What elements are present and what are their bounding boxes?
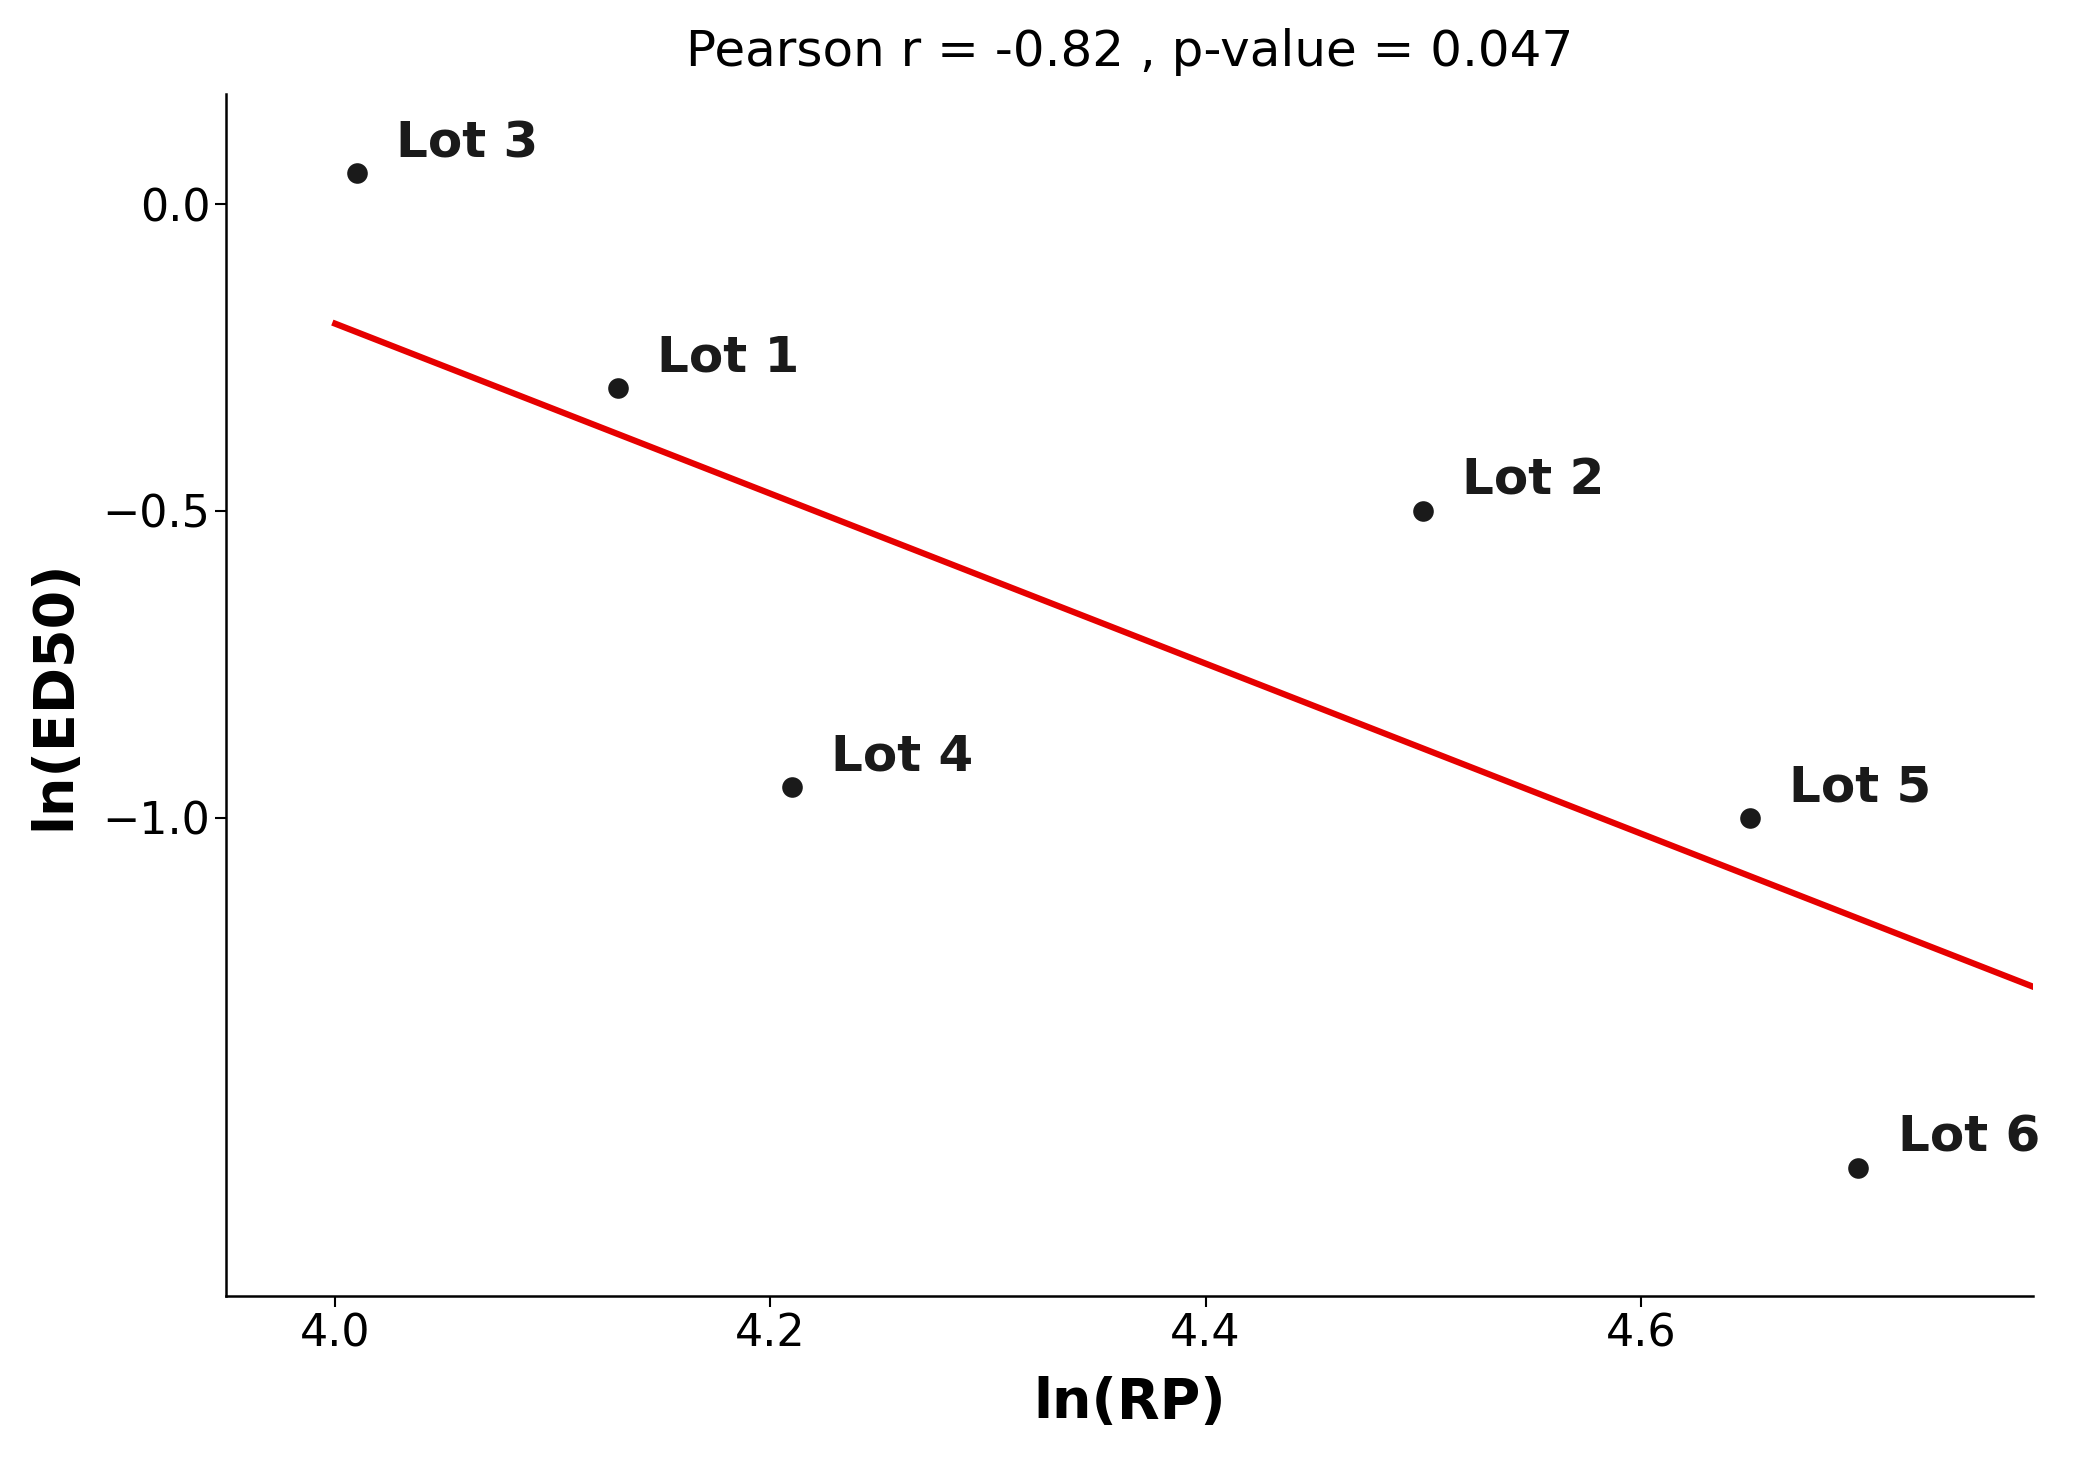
X-axis label: ln(RP): ln(RP) [1033, 1376, 1226, 1430]
Text: Lot 6: Lot 6 [1897, 1114, 2040, 1162]
Title: Pearson r = -0.82 , p-value = 0.047: Pearson r = -0.82 , p-value = 0.047 [685, 28, 1574, 76]
Point [339, 162, 373, 185]
Text: Lot 2: Lot 2 [1462, 456, 1605, 504]
Text: Lot 1: Lot 1 [658, 334, 799, 382]
Point [777, 776, 810, 799]
Point [1407, 499, 1441, 522]
Y-axis label: ln(ED50): ln(ED50) [27, 560, 81, 830]
Point [1843, 1156, 1876, 1180]
Text: Lot 3: Lot 3 [396, 120, 539, 168]
Text: Lot 5: Lot 5 [1788, 764, 1930, 812]
Point [1732, 806, 1766, 830]
Text: Lot 4: Lot 4 [831, 733, 974, 781]
Point [602, 376, 635, 399]
